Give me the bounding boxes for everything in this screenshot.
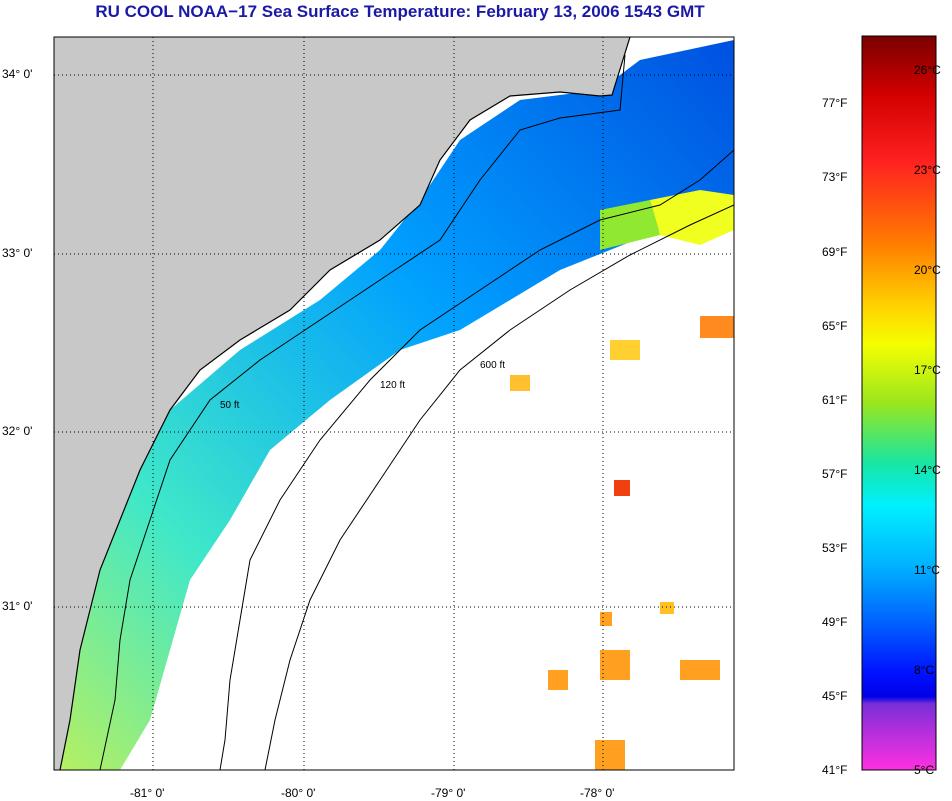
warm-spot [610,340,640,360]
contour-label-600ft: 600 ft [480,360,505,371]
land [54,37,630,770]
warm-spot [660,602,674,614]
contour-label-120ft: 120 ft [380,380,405,391]
cbar-f-69: 69°F [822,245,848,259]
cbar-f-45: 45°F [822,689,848,703]
map-frame [53,36,735,771]
warm-spot [700,316,734,338]
lon-label-80: -80° 0' [281,786,316,800]
cbar-c-14: 14°C [914,463,941,477]
cbar-f-41: 41°F [822,763,848,777]
cbar-c-23: 23°C [914,163,941,177]
cbar-f-57: 57°F [822,467,848,481]
warm-spot [600,650,630,680]
graticule [54,37,734,770]
warm-spot [600,612,612,626]
warm-spot [680,660,720,680]
cbar-f-61: 61°F [822,393,848,407]
cbar-c-26: 26°C [914,63,941,77]
lat-label-31: 31° 0' [2,599,33,613]
cbar-f-77: 77°F [822,96,848,110]
cbar-c-20: 20°C [914,263,941,277]
lon-label-81: -81° 0' [130,786,165,800]
lat-label-34: 34° 0' [2,67,33,81]
lon-label-79: -79° 0' [431,786,466,800]
cbar-c-5: 5°C [914,763,935,777]
lon-label-78: -78° 0' [580,786,615,800]
lat-label-33: 33° 0' [2,246,33,260]
cbar-f-49: 49°F [822,615,848,629]
cbar-c-11: 11°C [914,563,940,577]
warm-patch [650,190,734,245]
contour-label-50ft: 50 ft [220,400,240,411]
contour-50ft [99,54,626,770]
warm-spot [595,740,625,770]
color-bar [861,35,937,771]
lat-label-32: 32° 0' [2,424,33,438]
warm-spot [510,375,530,391]
cbar-c-17: 17°C [914,363,941,377]
cbar-f-65: 65°F [822,319,848,333]
contour-120ft [219,149,734,770]
contour-600ft [264,204,734,770]
warm-spot [548,670,568,690]
green-patch [600,200,660,250]
map-title: RU COOL NOAA−17 Sea Surface Temperature:… [95,2,705,21]
warm-spot [614,480,630,496]
cbar-f-73: 73°F [822,170,848,184]
cbar-c-8: 8°C [914,663,935,677]
coastline [59,37,631,770]
cbar-f-53: 53°F [822,541,848,555]
sst-field [54,40,734,770]
